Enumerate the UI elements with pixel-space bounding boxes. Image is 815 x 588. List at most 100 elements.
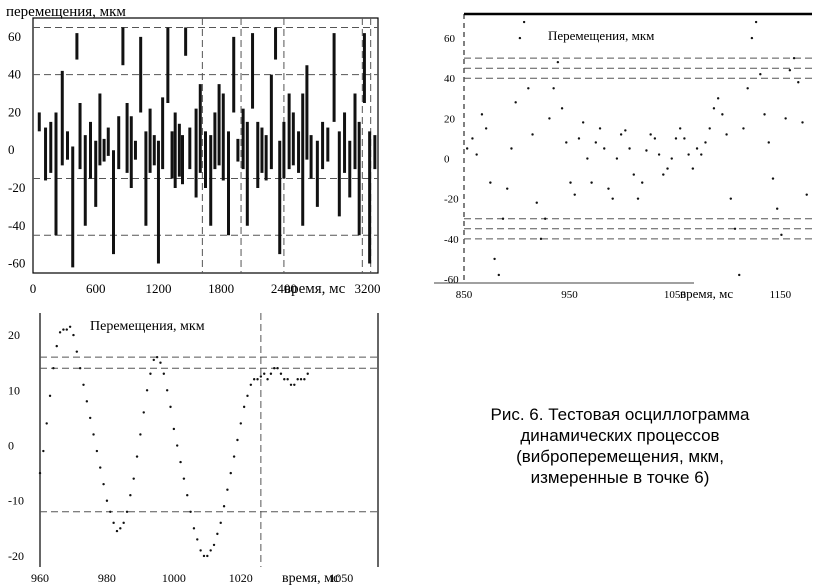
y-tick-label: -40	[444, 234, 459, 246]
data-point	[92, 433, 95, 436]
data-point	[182, 477, 186, 480]
data-point	[522, 20, 526, 24]
data-point	[611, 197, 614, 200]
data-point	[577, 137, 581, 140]
x-axis-title: время, мс	[282, 571, 339, 586]
data-point	[85, 400, 89, 403]
data-point	[119, 527, 122, 530]
data-point	[581, 121, 585, 124]
data-point	[303, 378, 306, 381]
data-point	[62, 328, 65, 331]
data-point	[38, 471, 42, 475]
data-point	[132, 477, 135, 480]
data-point	[624, 129, 627, 132]
data-point	[603, 147, 606, 150]
y-tick-label: 10	[8, 383, 20, 397]
data-point	[641, 181, 644, 184]
data-point	[662, 173, 665, 176]
data-point	[645, 149, 648, 152]
data-point	[729, 197, 732, 200]
data-point	[176, 444, 179, 447]
data-point	[202, 554, 206, 558]
data-point	[544, 217, 547, 220]
data-point	[246, 394, 249, 398]
data-point	[306, 372, 309, 375]
x-tick-label: 980	[98, 571, 116, 585]
y-tick-label: 60	[444, 33, 456, 45]
data-point	[48, 394, 52, 398]
data-point	[560, 107, 564, 110]
data-point	[289, 383, 293, 386]
x-tick-label: 1000	[162, 571, 186, 585]
data-point	[75, 350, 79, 353]
data-point	[687, 153, 690, 156]
data-point	[666, 167, 669, 170]
data-point	[510, 147, 513, 150]
data-point	[179, 460, 182, 464]
data-point	[801, 121, 804, 124]
data-point	[792, 56, 796, 60]
data-point	[162, 372, 166, 375]
data-point	[797, 81, 800, 84]
data-point	[695, 147, 699, 150]
data-point	[674, 137, 678, 140]
data-point	[55, 344, 58, 348]
data-point	[283, 378, 286, 381]
data-point	[632, 173, 635, 176]
data-point	[771, 177, 775, 180]
data-point	[636, 197, 640, 200]
data-point	[552, 87, 555, 90]
data-point	[105, 499, 109, 502]
data-point	[489, 181, 492, 184]
data-point	[548, 117, 551, 120]
caption-line-4: измеренные в точке 6)	[530, 468, 710, 487]
data-point	[249, 383, 253, 386]
data-point	[535, 201, 538, 204]
data-point	[229, 471, 232, 475]
y-tick-label: -20	[8, 180, 25, 195]
data-point	[700, 153, 703, 156]
data-point	[242, 405, 246, 409]
y-tick-label: 60	[8, 29, 21, 44]
data-point	[152, 358, 155, 362]
data-point	[139, 433, 142, 436]
data-point	[784, 117, 787, 120]
data-point	[518, 36, 522, 40]
data-point	[115, 529, 119, 533]
data-point	[738, 273, 741, 277]
data-point	[212, 543, 216, 547]
data-point	[192, 527, 196, 530]
data-point	[506, 187, 509, 190]
data-point	[172, 427, 176, 431]
data-point	[657, 153, 661, 156]
data-point	[296, 378, 299, 381]
data-point	[155, 355, 159, 359]
data-point	[135, 455, 139, 458]
data-point	[273, 367, 276, 370]
x-tick-label: 2400	[271, 281, 297, 296]
data-point	[780, 233, 783, 237]
data-point	[750, 36, 754, 40]
y-axis-title: Перемещения, мкм	[548, 28, 654, 43]
data-point	[754, 20, 758, 24]
data-point	[129, 494, 132, 497]
data-point	[704, 141, 707, 144]
x-axis-title: время, мс	[284, 281, 346, 297]
data-point	[691, 167, 695, 170]
x-tick-label: 1200	[145, 281, 171, 296]
data-point	[112, 521, 115, 525]
data-point	[72, 333, 75, 337]
data-point	[52, 367, 55, 370]
data-point	[569, 181, 572, 184]
data-point	[725, 133, 728, 136]
y-tick-label: -40	[8, 218, 25, 233]
data-point	[607, 187, 610, 190]
data-point	[742, 127, 745, 130]
y-tick-label: 0	[8, 142, 15, 157]
data-point	[226, 488, 229, 491]
data-point	[232, 455, 236, 458]
y-tick-label: -60	[444, 274, 459, 286]
data-point	[776, 207, 779, 210]
y-tick-label: -60	[8, 256, 25, 271]
data-point	[628, 147, 631, 150]
